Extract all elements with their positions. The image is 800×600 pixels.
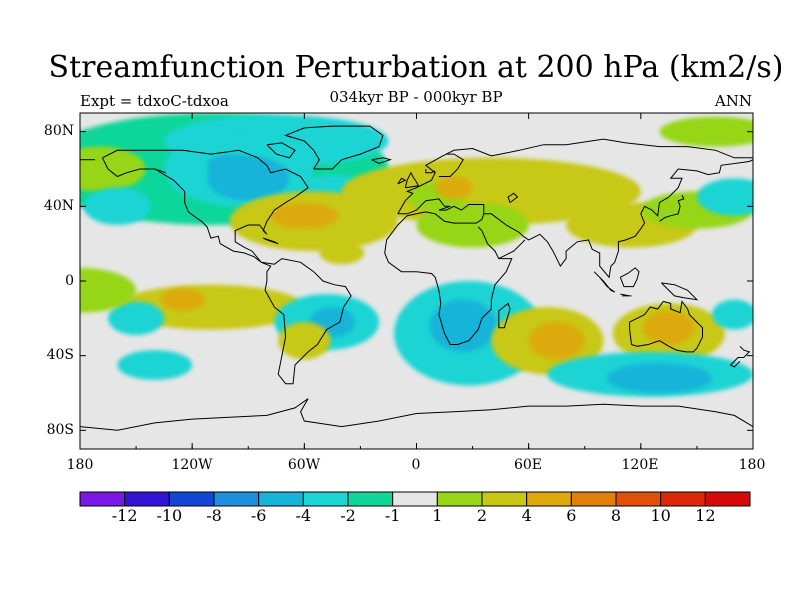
coastline (101, 149, 352, 385)
coastline (498, 302, 511, 329)
coastline (483, 159, 753, 279)
lon-tick-label: 60W (287, 457, 321, 473)
coastline (404, 171, 420, 189)
coastline (397, 138, 753, 215)
lon-tick-label: 0 (411, 457, 421, 473)
coastline (154, 168, 167, 174)
colorbar-label: 12 (695, 506, 716, 525)
chart-title: Streamfunction Perturbation at 200 hPa (… (48, 50, 784, 85)
coastline (507, 192, 519, 204)
coastline (593, 271, 615, 293)
colorbar-swatch (615, 491, 662, 507)
contour-region (642, 310, 696, 345)
contour-region (83, 187, 152, 225)
lon-tick-label: 120E (621, 457, 659, 473)
colorbar-swatch (79, 491, 126, 507)
colorbar-label: 6 (566, 506, 577, 525)
coastlines (80, 125, 753, 431)
contour-region (207, 154, 252, 177)
colorbar-label: -12 (111, 506, 138, 525)
coastline (284, 125, 384, 170)
colorbar-swatch (436, 491, 483, 507)
contour-region (270, 202, 338, 229)
coastline (438, 153, 464, 177)
coastline (384, 198, 513, 345)
contour-region (659, 116, 753, 147)
contour-region (341, 157, 641, 225)
coastline (620, 293, 632, 297)
coastline (498, 239, 526, 260)
season-label: ANN (714, 92, 752, 110)
contour-region (607, 363, 712, 394)
colorbar-swatch (392, 491, 438, 507)
coastline (619, 267, 640, 288)
colorbar-swatch (213, 491, 260, 507)
colorbar-label: 1 (432, 506, 443, 525)
contour-region (80, 267, 137, 313)
colorbar-label: -6 (250, 506, 267, 525)
lon-tick-label: 60E (513, 457, 543, 473)
coastline (80, 398, 753, 431)
coastline (371, 157, 393, 164)
coastline (266, 142, 296, 159)
colorbar-label: -8 (206, 506, 222, 525)
lat-tick-label: 80S (46, 422, 74, 438)
coastline (425, 169, 436, 174)
colorbar-swatch (347, 491, 394, 507)
lat-tick-label: 80N (43, 123, 74, 139)
colorbar-swatch (168, 491, 215, 507)
colorbar-label: -4 (295, 506, 312, 525)
colorbar-swatch (258, 491, 304, 507)
contour-region (160, 288, 206, 311)
contour-region (435, 176, 473, 199)
coastline (729, 345, 751, 368)
lon-tick-label: 180 (738, 457, 766, 473)
coastline (629, 300, 703, 353)
contour-region (416, 202, 529, 248)
colorbar-swatch (124, 491, 170, 507)
colorbar (79, 491, 751, 507)
contour-region (319, 241, 365, 265)
colorbar-swatch (660, 491, 706, 507)
contour-region (711, 299, 753, 330)
coastline (659, 194, 685, 222)
colorbar-swatch (704, 491, 751, 507)
colorbar-label: 4 (521, 506, 532, 525)
contour-region (429, 299, 497, 352)
colorbar-label: 8 (610, 506, 622, 525)
chart-subtitle: 034kyr BP - 000kyr BP (329, 88, 503, 106)
contour-fields (80, 113, 753, 397)
colorbar-swatch (302, 491, 349, 507)
lat-tick-label: 40N (43, 198, 74, 214)
colorbar-swatch (481, 491, 528, 507)
colorbar-label: 2 (476, 506, 488, 525)
contour-region (117, 350, 193, 380)
lon-tick-label: 180 (66, 457, 94, 473)
coastline (397, 177, 407, 185)
coastline (262, 237, 279, 245)
colorbar-label: -1 (384, 506, 401, 525)
contour-region (696, 178, 753, 216)
coastline (661, 282, 699, 301)
colorbar-swatch (570, 491, 617, 507)
axis-ticks (79, 113, 754, 449)
lat-tick-label: 0 (65, 273, 74, 289)
experiment-label: Expt = tdxoC-tdxoa (80, 92, 229, 110)
colorbar-label: -10 (156, 506, 183, 525)
contour-region (528, 322, 585, 360)
colorbar-swatch (526, 491, 572, 507)
lat-tick-label: 40S (46, 347, 74, 363)
colorbar-label: -2 (340, 506, 356, 525)
contour-region (108, 301, 165, 336)
contour-region (80, 146, 146, 192)
lon-tick-label: 120W (171, 457, 213, 473)
colorbar-label: 10 (650, 506, 671, 525)
contour-region (278, 322, 331, 360)
